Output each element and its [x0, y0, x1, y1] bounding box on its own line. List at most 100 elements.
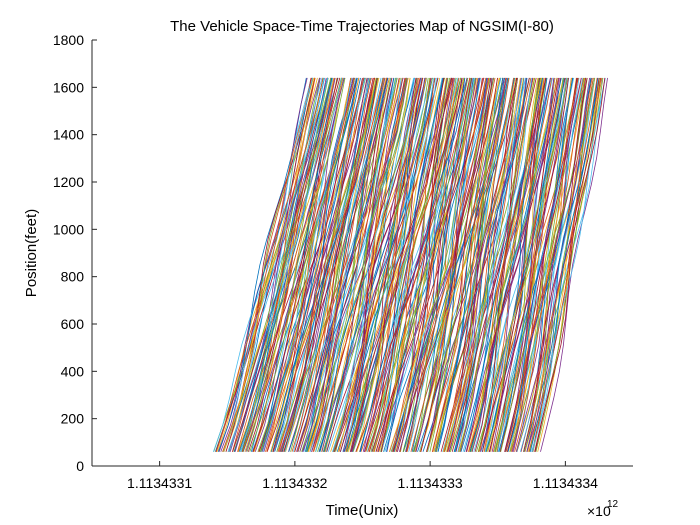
- trajectory-line: [213, 77, 312, 452]
- trajectory-line: [500, 77, 578, 452]
- trajectory-line: [494, 77, 564, 452]
- y-tick-label: 1600: [53, 79, 84, 95]
- trajectory-line: [393, 77, 474, 452]
- trajectory-line: [405, 77, 484, 452]
- x-tick-label: 1.1134334: [533, 475, 598, 491]
- trajectory-line: [281, 77, 371, 452]
- trajectory-line: [299, 77, 390, 452]
- trajectory-line: [431, 77, 510, 452]
- trajectory-line: [297, 77, 384, 452]
- trajectory-line: [323, 77, 407, 452]
- y-tick-label: 200: [61, 411, 85, 427]
- trajectory-line: [288, 77, 378, 452]
- trajectory-line: [302, 77, 395, 452]
- trajectory-line: [426, 77, 503, 452]
- trajectory-line: [294, 77, 378, 452]
- trajectory-line: [297, 77, 384, 452]
- trajectory-line: [369, 77, 454, 452]
- trajectory-line: [249, 77, 346, 452]
- trajectory-line: [359, 77, 436, 452]
- trajectory-line: [366, 77, 456, 452]
- trajectory-line: [223, 77, 313, 452]
- trajectory-line: [380, 77, 463, 452]
- trajectory-line: [215, 77, 313, 452]
- trajectory-line: [364, 77, 443, 452]
- trajectory-line: [360, 77, 448, 452]
- trajectory-line: [215, 77, 312, 452]
- trajectory-line: [447, 77, 532, 452]
- trajectory-line: [450, 77, 524, 452]
- y-tick-label: 0: [76, 458, 84, 474]
- trajectory-line: [332, 77, 422, 452]
- trajectory-line: [534, 77, 606, 452]
- trajectory-line: [315, 77, 397, 452]
- y-tick-label: 1400: [53, 127, 84, 143]
- trajectory-line: [410, 77, 489, 452]
- trajectory-line: [299, 77, 385, 452]
- trajectory-line: [240, 77, 329, 452]
- trajectory-line: [330, 77, 422, 452]
- trajectory-line: [352, 77, 445, 452]
- trajectory-line: [384, 77, 460, 452]
- trajectory-line: [499, 77, 569, 452]
- trajectory-line: [486, 77, 565, 452]
- trajectory-line: [350, 77, 431, 452]
- trajectory-line: [362, 77, 448, 452]
- trajectory-line: [350, 77, 432, 452]
- trajectory-lines: [213, 77, 608, 452]
- trajectory-line: [375, 77, 466, 452]
- trajectory-line: [260, 77, 358, 452]
- y-tick-label: 1800: [53, 32, 84, 48]
- trajectory-line: [482, 77, 548, 452]
- x-ticks: 1.1134331 1.1134332 1.1134333 1.1134334: [127, 461, 598, 491]
- trajectory-line: [306, 77, 395, 452]
- y-axis-label: Position(feet): [23, 209, 40, 297]
- trajectory-line: [244, 77, 338, 452]
- trajectory-line: [254, 77, 345, 452]
- trajectory-line: [307, 77, 389, 452]
- x-tick-label: 1.1134333: [398, 475, 463, 491]
- trajectory-line: [400, 77, 472, 452]
- trajectory-line: [524, 77, 599, 452]
- trajectory-line: [534, 77, 601, 452]
- trajectory-line: [217, 77, 313, 452]
- trajectory-line: [540, 77, 608, 452]
- trajectory-line: [462, 77, 533, 452]
- trajectory-line: [392, 77, 471, 452]
- trajectory-line: [352, 77, 439, 452]
- trajectory-line: [333, 77, 417, 452]
- trajectory-line: [394, 77, 481, 452]
- trajectory-line: [266, 77, 356, 452]
- trajectory-line: [262, 77, 353, 452]
- trajectory-line: [321, 77, 408, 452]
- trajectory-line: [294, 77, 377, 452]
- trajectory-line: [290, 77, 377, 452]
- trajectory-line: [377, 77, 463, 452]
- trajectory-line: [371, 77, 453, 452]
- trajectory-line: [471, 77, 551, 452]
- trajectory-line: [242, 77, 344, 452]
- y-tick-label: 800: [61, 269, 85, 285]
- trajectory-line: [260, 77, 355, 452]
- trajectory-line: [470, 77, 541, 452]
- trajectory-line: [371, 77, 459, 452]
- trajectory-line: [229, 77, 325, 452]
- trajectory-line: [531, 77, 606, 452]
- trajectory-line: [489, 77, 555, 452]
- x-exponent-label: ×10: [587, 503, 611, 519]
- trajectory-line: [368, 77, 447, 452]
- y-tick-label: 1200: [53, 174, 84, 190]
- trajectory-line: [443, 77, 523, 452]
- trajectory-line: [240, 77, 334, 452]
- trajectory-line: [516, 77, 584, 452]
- trajectory-line: [457, 77, 526, 452]
- trajectory-line: [386, 77, 463, 452]
- y-ticks: 0 200 400 600 800 1000 1200 1400 1600 1800: [53, 32, 97, 474]
- trajectory-line: [402, 77, 476, 452]
- trajectory-line: [276, 77, 375, 452]
- x-tick-label: 1.1134332: [262, 475, 327, 491]
- trajectory-line: [524, 77, 602, 452]
- trajectory-line: [491, 77, 560, 452]
- trajectory-line: [446, 77, 518, 452]
